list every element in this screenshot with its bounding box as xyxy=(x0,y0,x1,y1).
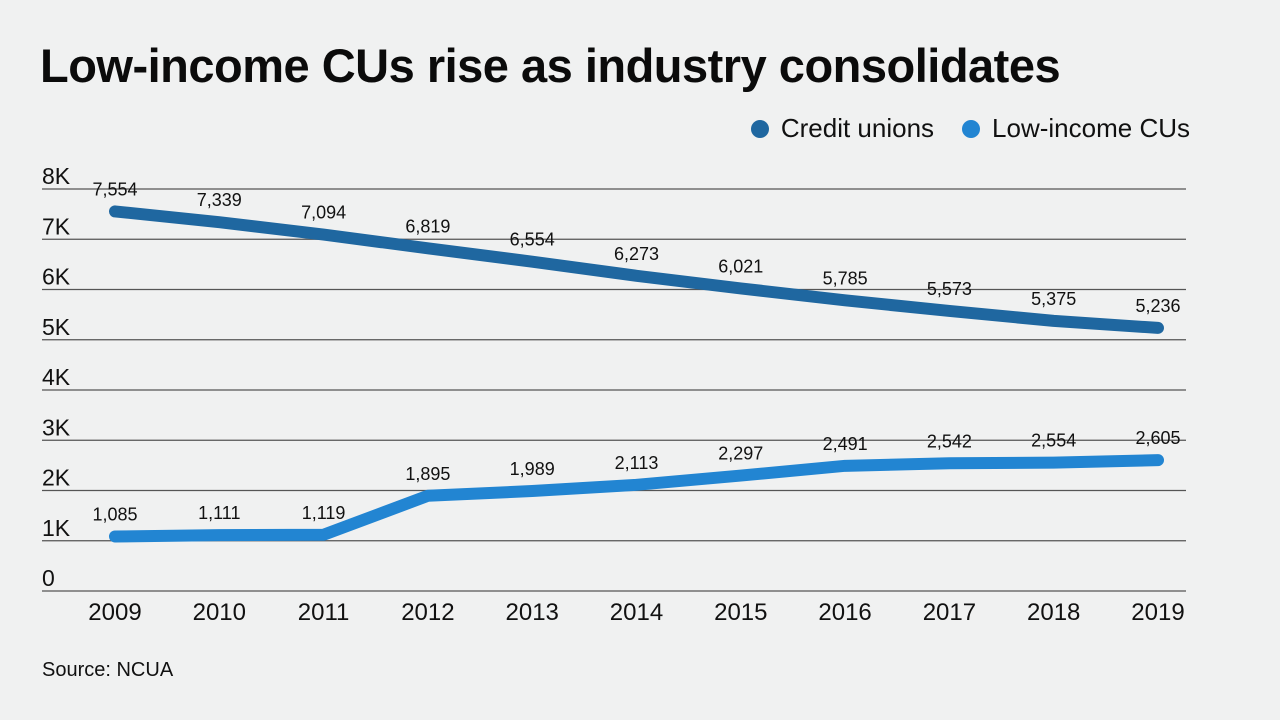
y-tick-label: 4K xyxy=(42,364,71,390)
data-label: 2,297 xyxy=(718,444,763,464)
y-tick-label: 6K xyxy=(42,264,71,290)
data-label: 1,895 xyxy=(405,464,450,484)
data-label: 5,236 xyxy=(1135,296,1180,316)
legend-item-credit-unions: Credit unions xyxy=(750,113,935,144)
data-label: 2,605 xyxy=(1135,428,1180,448)
data-label: 6,554 xyxy=(510,230,555,250)
data-label: 5,785 xyxy=(823,268,868,288)
data-label: 2,491 xyxy=(823,434,868,454)
y-tick-label: 2K xyxy=(42,465,71,491)
data-label: 1,085 xyxy=(92,504,137,524)
legend-dot-credit-unions xyxy=(750,119,769,138)
data-label: 6,021 xyxy=(718,256,763,276)
data-label: 2,542 xyxy=(927,431,972,451)
legend-item-low-income-cus: Low-income CUs xyxy=(962,113,1190,144)
data-label: 2,113 xyxy=(615,453,659,473)
source-note: Source: NCUA xyxy=(42,659,174,681)
data-label: 5,573 xyxy=(927,279,972,299)
y-axis-ticks: 0 1K 2K 3K 4K 5K 6K 7K 8K xyxy=(42,163,71,591)
chart-title: Low-income CUs rise as industry consolid… xyxy=(40,39,1061,92)
data-label: 7,339 xyxy=(197,190,242,210)
legend: Credit unions Low-income CUs xyxy=(737,113,1190,144)
data-label: 1,119 xyxy=(302,503,346,523)
y-tick-label: 8K xyxy=(42,163,71,189)
x-tick-label: 2009 xyxy=(88,599,141,626)
x-tick-label: 2015 xyxy=(714,599,767,626)
y-tick-label: 5K xyxy=(42,314,71,340)
data-label: 1,111 xyxy=(198,503,240,523)
data-label: 7,554 xyxy=(92,179,137,199)
y-tick-label: 1K xyxy=(42,515,71,541)
data-label: 6,273 xyxy=(614,244,659,264)
data-label: 1,989 xyxy=(510,459,555,479)
legend-label-credit-unions: Credit unions xyxy=(780,113,935,143)
x-tick-label: 2010 xyxy=(193,599,246,626)
x-tick-label: 2016 xyxy=(818,599,871,626)
x-tick-label: 2018 xyxy=(1027,599,1080,626)
series-line-credit-unions xyxy=(109,205,1164,334)
data-labels: 7,554 7,339 7,094 6,819 6,554 6,273 6,021 5,785… xyxy=(92,179,1180,524)
x-tick-label: 2014 xyxy=(610,599,663,626)
data-label: 5,375 xyxy=(1031,289,1076,309)
data-label: 6,819 xyxy=(405,216,450,236)
x-tick-label: 2012 xyxy=(401,599,454,626)
x-tick-label: 2019 xyxy=(1131,599,1184,626)
y-tick-label: 0 xyxy=(42,565,55,591)
x-tick-label: 2013 xyxy=(506,599,559,626)
data-label: 7,094 xyxy=(301,203,346,223)
legend-label-low-income-cus: Low-income CUs xyxy=(992,113,1190,143)
x-tick-label: 2017 xyxy=(923,599,976,626)
legend-dot-low-income-cus xyxy=(962,119,981,138)
y-tick-label: 3K xyxy=(42,414,71,440)
x-tick-label: 2011 xyxy=(298,599,350,626)
x-axis-ticks: 2009 2010 2011 2012 2013 2014 2015 2016 2017 2018… xyxy=(88,599,1184,626)
series-lines xyxy=(109,205,1164,543)
data-label: 2,554 xyxy=(1031,431,1076,451)
y-tick-label: 7K xyxy=(42,213,71,239)
